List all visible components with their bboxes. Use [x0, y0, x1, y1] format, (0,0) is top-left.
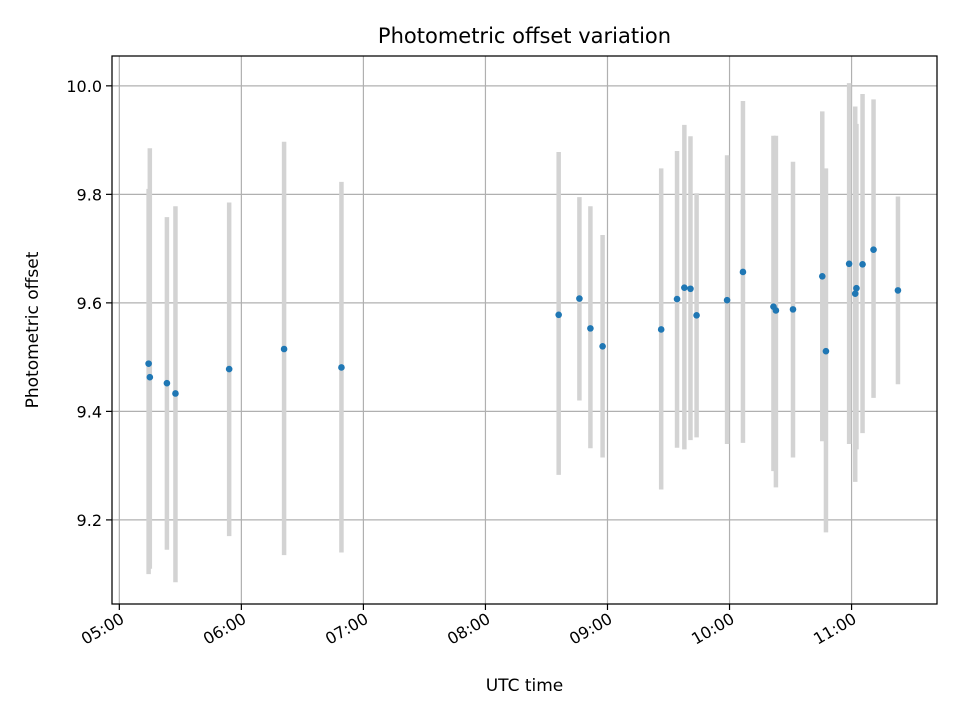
axes-frame: [111, 55, 938, 605]
data-point: [687, 285, 694, 293]
y-ticks: 9.2 9.4 9.6 9.8 10.0: [66, 77, 112, 530]
data-point: [145, 360, 152, 367]
data-point: [146, 373, 154, 381]
x-axis-label: UTC time: [486, 676, 564, 696]
data-point: [870, 246, 877, 253]
data-point: [225, 365, 233, 373]
chart-title: Photometric offset variation: [378, 24, 671, 48]
data-point: [163, 379, 171, 387]
y-tick-label: 9.8: [77, 185, 102, 204]
data-point: [681, 284, 688, 291]
y-axis-label: Photometric offset: [23, 251, 43, 408]
y-tick-label: 9.4: [77, 402, 102, 421]
data-point: [894, 287, 902, 294]
data-point: [772, 307, 780, 314]
data-point: [657, 326, 665, 333]
data-point: [859, 261, 866, 268]
data-point: [851, 290, 859, 297]
data-point: [818, 272, 826, 280]
data-point: [853, 284, 860, 292]
y-tick-label: 10.0: [66, 77, 102, 96]
data-point: [739, 268, 747, 276]
data-point: [338, 364, 345, 371]
data-point: [576, 295, 583, 302]
data-point: [822, 347, 830, 355]
grid: [112, 56, 937, 604]
y-tick-label: 9.6: [77, 294, 102, 313]
data-point: [172, 390, 179, 397]
data-point: [673, 295, 681, 303]
data-point: [555, 311, 562, 319]
data-point: [280, 345, 288, 353]
data-point: [723, 296, 731, 304]
data-point: [587, 325, 594, 332]
data-points: [145, 246, 902, 397]
data-point: [845, 260, 853, 268]
data-point: [789, 306, 797, 313]
y-tick-label: 9.2: [77, 511, 102, 530]
data-point: [693, 312, 700, 319]
data-point: [599, 342, 606, 350]
